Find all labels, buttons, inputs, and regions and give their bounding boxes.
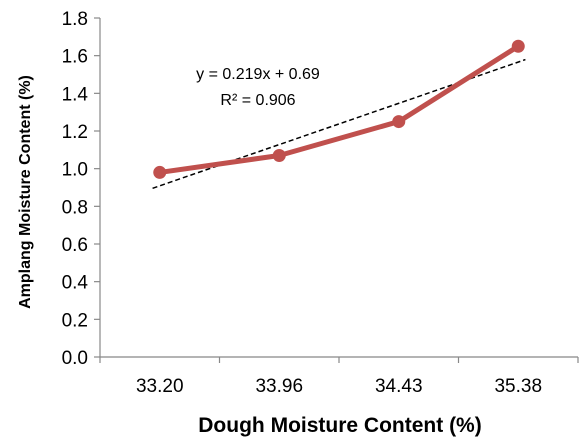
x-tick-labels: 33.20 33.96 34.43 35.38 xyxy=(99,357,579,397)
data-point xyxy=(392,115,406,129)
y-tick-label: 0.0 xyxy=(62,348,88,369)
x-axis-title: Dough Moisture Content (%) xyxy=(198,414,481,437)
y-tick-label: 1.2 xyxy=(62,122,88,143)
x-tick-label: 33.20 xyxy=(136,376,184,397)
y-tick-label: 0.2 xyxy=(62,310,88,331)
y-axis-title: Amplang Moisture Content (%) xyxy=(17,75,34,309)
series-line xyxy=(157,43,521,175)
data-markers xyxy=(153,39,525,179)
data-point xyxy=(272,148,286,162)
y-tick-label: 1.0 xyxy=(62,160,88,181)
y-tick-label: 0.6 xyxy=(62,235,88,256)
y-tick-labels: 0.0 0.2 0.4 0.6 0.8 1.0 1.2 1.4 1.6 1.8 xyxy=(62,9,100,369)
x-tick-label: 34.43 xyxy=(375,376,423,397)
y-tick-label: 0.8 xyxy=(62,197,88,218)
y-tick-label: 1.4 xyxy=(62,84,89,105)
data-series xyxy=(157,43,521,175)
x-tick-label: 35.38 xyxy=(494,376,542,397)
y-tick-label: 0.4 xyxy=(62,273,89,294)
y-tick-label: 1.8 xyxy=(62,9,88,30)
x-tick-label: 33.96 xyxy=(255,376,303,397)
data-point xyxy=(511,39,525,53)
data-point xyxy=(153,165,167,179)
trendline-r-squared: R² = 0.906 xyxy=(220,92,295,109)
trendline-equation: y = 0.219x + 0.69 xyxy=(196,66,320,83)
y-tick-label: 1.6 xyxy=(62,47,88,68)
